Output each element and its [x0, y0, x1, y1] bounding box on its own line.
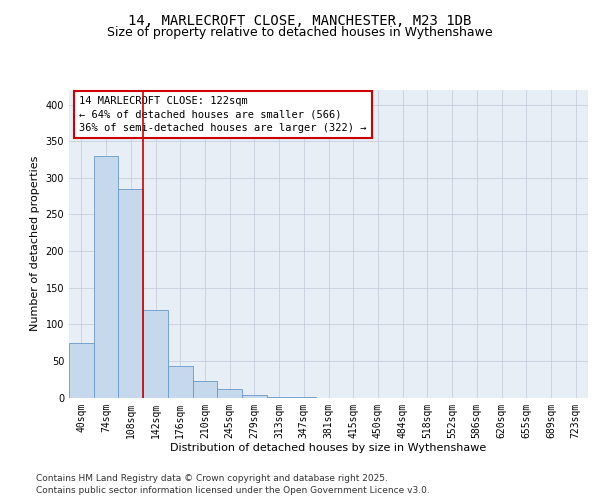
Text: 14 MARLECROFT CLOSE: 122sqm
← 64% of detached houses are smaller (566)
36% of se: 14 MARLECROFT CLOSE: 122sqm ← 64% of det… [79, 96, 367, 132]
Bar [292, 397, 316, 398]
Bar [168, 366, 193, 398]
Bar [267, 397, 292, 398]
Bar [217, 388, 242, 398]
Bar [242, 396, 267, 398]
Y-axis label: Number of detached properties: Number of detached properties [30, 156, 40, 332]
Bar [143, 310, 168, 398]
Bar [193, 380, 217, 398]
Bar [69, 344, 94, 398]
Text: 14, MARLECROFT CLOSE, MANCHESTER, M23 1DB: 14, MARLECROFT CLOSE, MANCHESTER, M23 1D… [128, 14, 472, 28]
Bar [118, 189, 143, 398]
X-axis label: Distribution of detached houses by size in Wythenshawe: Distribution of detached houses by size … [170, 443, 487, 453]
Text: Contains HM Land Registry data © Crown copyright and database right 2025.
Contai: Contains HM Land Registry data © Crown c… [36, 474, 430, 495]
Bar [94, 156, 118, 398]
Text: Size of property relative to detached houses in Wythenshawe: Size of property relative to detached ho… [107, 26, 493, 39]
